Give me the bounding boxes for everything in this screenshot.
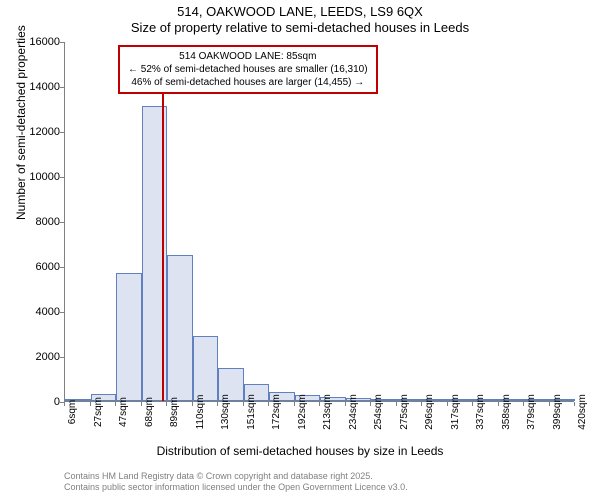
x-tick-label: 420sqm: [577, 394, 588, 430]
attribution-line2: Contains public sector information licen…: [64, 482, 408, 494]
x-tick-mark: [396, 402, 397, 406]
x-tick-label: 337sqm: [475, 394, 486, 430]
attribution-line1: Contains HM Land Registry data © Crown c…: [64, 471, 408, 483]
x-axis-label: Distribution of semi-detached houses by …: [0, 444, 600, 458]
y-tick-label: 8000: [10, 216, 60, 228]
x-tick-mark: [319, 402, 320, 406]
x-tick-label: 213sqm: [322, 394, 333, 430]
x-tick-label: 275sqm: [399, 394, 410, 430]
y-tick-label: 14000: [10, 81, 60, 93]
histogram-bar: [116, 273, 142, 401]
x-tick-mark: [243, 402, 244, 406]
x-tick-mark: [498, 402, 499, 406]
annotation-line3: 46% of semi-detached houses are larger (…: [128, 76, 368, 89]
x-tick-mark: [421, 402, 422, 406]
annotation-line2: ← 52% of semi-detached houses are smalle…: [128, 63, 368, 76]
x-tick-mark: [64, 402, 65, 406]
x-tick-label: 296sqm: [424, 394, 435, 430]
x-tick-mark: [345, 402, 346, 406]
x-tick-mark: [549, 402, 550, 406]
x-tick-label: 6sqm: [67, 400, 78, 424]
y-tick-label: 0: [10, 396, 60, 408]
x-tick-mark: [141, 402, 142, 406]
x-tick-label: 151sqm: [246, 394, 257, 430]
x-tick-mark: [166, 402, 167, 406]
x-tick-label: 110sqm: [195, 395, 206, 430]
x-tick-label: 27sqm: [93, 397, 104, 427]
x-tick-mark: [90, 402, 91, 406]
x-tick-label: 254sqm: [373, 394, 384, 430]
x-tick-label: 234sqm: [348, 394, 359, 430]
x-tick-mark: [294, 402, 295, 406]
chart-title-main: 514, OAKWOOD LANE, LEEDS, LS9 6QX: [0, 4, 600, 19]
x-tick-mark: [192, 402, 193, 406]
y-tick-label: 16000: [10, 36, 60, 48]
y-tick-label: 4000: [10, 306, 60, 318]
histogram-bar: [193, 336, 219, 401]
x-tick-label: 192sqm: [297, 394, 308, 430]
y-axis-label: Number of semi-detached properties: [14, 25, 28, 220]
y-tick-label: 10000: [10, 171, 60, 183]
y-tick-label: 12000: [10, 126, 60, 138]
annotation-line1: 514 OAKWOOD LANE: 85sqm: [128, 50, 368, 63]
plot-area: [64, 42, 574, 402]
x-tick-label: 358sqm: [501, 394, 512, 430]
x-tick-mark: [115, 402, 116, 406]
x-tick-mark: [370, 402, 371, 406]
chart-container: 514, OAKWOOD LANE, LEEDS, LS9 6QX Size o…: [0, 0, 600, 500]
x-tick-mark: [217, 402, 218, 406]
x-tick-label: 317sqm: [450, 394, 461, 430]
histogram-bar: [167, 255, 193, 401]
attribution: Contains HM Land Registry data © Crown c…: [64, 471, 408, 494]
x-tick-label: 89sqm: [169, 397, 180, 427]
x-tick-mark: [574, 402, 575, 406]
annotation-box: 514 OAKWOOD LANE: 85sqm ← 52% of semi-de…: [118, 45, 378, 94]
property-marker-line: [162, 81, 164, 401]
x-tick-label: 47sqm: [118, 397, 129, 427]
x-tick-label: 379sqm: [526, 394, 537, 430]
x-tick-mark: [472, 402, 473, 406]
y-tick-label: 6000: [10, 261, 60, 273]
y-tick-label: 2000: [10, 351, 60, 363]
x-tick-label: 130sqm: [220, 394, 231, 430]
x-tick-label: 399sqm: [552, 394, 563, 430]
x-tick-label: 68sqm: [144, 397, 155, 427]
x-tick-mark: [268, 402, 269, 406]
chart-title-sub: Size of property relative to semi-detach…: [0, 20, 600, 35]
x-tick-mark: [447, 402, 448, 406]
x-tick-label: 172sqm: [271, 394, 282, 430]
x-tick-mark: [523, 402, 524, 406]
